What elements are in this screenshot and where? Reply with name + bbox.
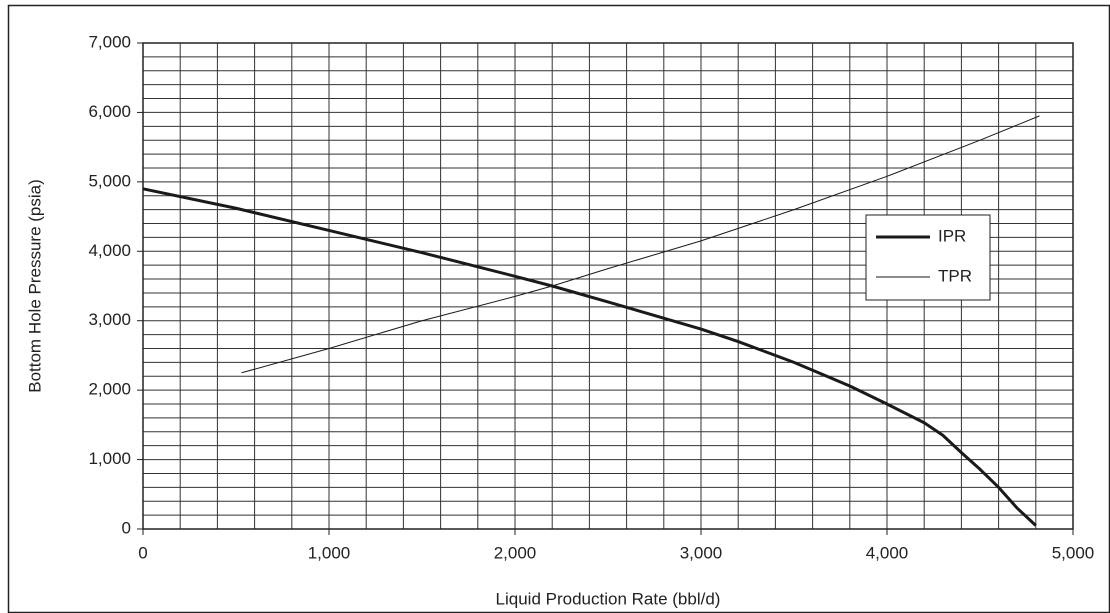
- chart: Liquid Production Rate (bbl/d) Bottom Ho…: [0, 0, 1110, 613]
- y-tick-label: 3,000: [88, 310, 131, 329]
- x-tick-label: 0: [138, 543, 147, 562]
- y-tick-label: 1,000: [88, 449, 131, 468]
- legend-box: [866, 215, 990, 300]
- x-tick-label: 1,000: [308, 543, 351, 562]
- frame: [9, 6, 1110, 613]
- y-tick-label: 2,000: [88, 380, 131, 399]
- y-tick-label: 5,000: [88, 171, 131, 190]
- y-axis-title: Bottom Hole Pressure (psia): [25, 179, 44, 393]
- y-tick-label: 4,000: [88, 241, 131, 260]
- legend-label: IPR: [938, 226, 966, 245]
- x-tick-label: 2,000: [494, 543, 537, 562]
- x-tick-label: 3,000: [680, 543, 723, 562]
- y-tick-label: 7,000: [88, 32, 131, 51]
- x-axis-title: Liquid Production Rate (bbl/d): [496, 589, 721, 608]
- y-tick-label: 0: [122, 518, 131, 537]
- x-tick-label: 4,000: [866, 543, 909, 562]
- x-tick-label: 5,000: [1052, 543, 1095, 562]
- legend-label: TPR: [938, 266, 972, 285]
- y-tick-label: 6,000: [88, 102, 131, 121]
